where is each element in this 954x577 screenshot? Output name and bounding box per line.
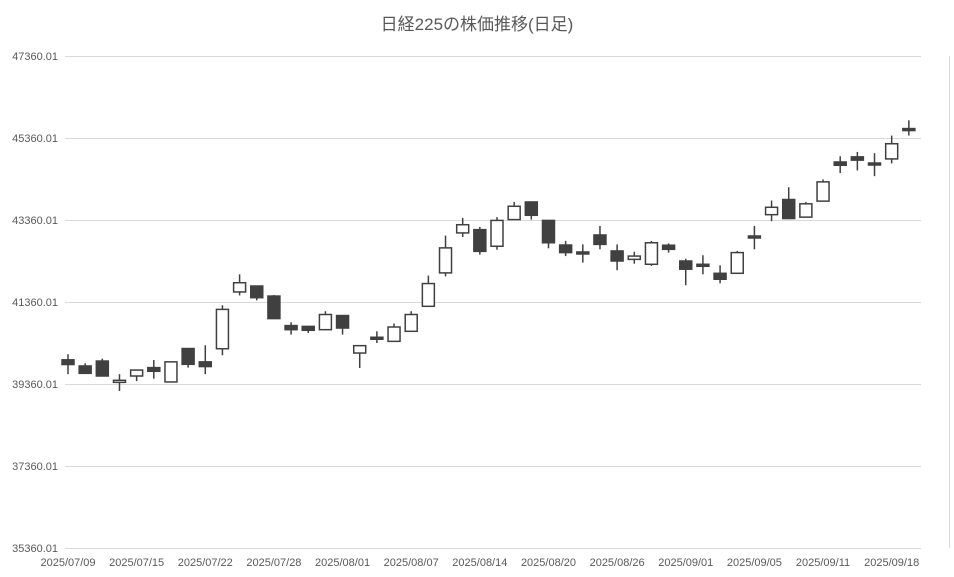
candle-body-down	[850, 156, 865, 161]
candle-body-up	[884, 142, 899, 160]
x-axis-tick-label: 2025/07/22	[178, 557, 233, 569]
candle-body-up	[730, 251, 744, 275]
candle-body-down	[370, 336, 384, 341]
x-axis-tick-label: 2025/07/28	[246, 557, 301, 569]
candle-body-up	[404, 313, 418, 333]
candle-body-down	[301, 325, 315, 332]
candle-body-down	[713, 272, 727, 280]
candle-body-down	[661, 244, 676, 251]
candle-body-down	[833, 161, 847, 167]
candle-body-down	[335, 314, 350, 329]
y-axis-tick-label: 45360.01	[12, 133, 58, 145]
candle-body-up	[455, 223, 470, 234]
candle-body-up	[799, 203, 813, 218]
candle-body-up	[816, 181, 830, 202]
y-axis-tick-label: 41360.01	[12, 297, 58, 309]
x-axis-tick-label: 2025/08/01	[315, 557, 370, 569]
candle-body-down	[593, 234, 607, 246]
candle-body-down	[610, 250, 624, 262]
x-axis-tick-label: 2025/08/14	[452, 557, 507, 569]
candle-body-up	[490, 219, 504, 247]
candle-body-down	[576, 251, 590, 255]
candle-body-down	[867, 162, 882, 166]
candle-body-up	[507, 205, 521, 221]
candle-body-down	[78, 365, 92, 375]
candle-body-down	[250, 285, 264, 299]
candle-body-down	[541, 219, 556, 244]
y-axis-tick-label: 39360.01	[12, 379, 58, 391]
candle-body-down	[902, 127, 916, 132]
candle-body-up	[421, 282, 436, 308]
candle-body-up	[232, 281, 247, 293]
candle-body-up	[438, 247, 453, 274]
candle-body-up	[129, 369, 144, 377]
x-axis-tick-label: 2025/09/05	[727, 557, 782, 569]
candle-body-down	[696, 263, 710, 268]
candle-body-up	[627, 255, 642, 261]
candle-body-down	[95, 360, 110, 377]
candle-body-down	[61, 359, 75, 366]
candle-body-down	[781, 198, 796, 220]
x-axis-tick-label: 2025/09/18	[864, 557, 919, 569]
candle-body-down	[181, 347, 195, 366]
candle-body-down	[679, 260, 693, 270]
candle-body-up	[318, 313, 333, 331]
candle-body-down	[473, 228, 487, 253]
x-axis-tick-label: 2025/07/09	[40, 557, 95, 569]
chart-title: 日経225の株価推移(日足)	[380, 15, 574, 34]
candle-body-down	[267, 295, 281, 320]
candle-body-down	[284, 324, 298, 331]
candle-body-up	[764, 206, 779, 216]
candle-body-down	[198, 361, 213, 368]
x-axis-tick-label: 2025/09/01	[658, 557, 713, 569]
y-axis-tick-label: 37360.01	[12, 461, 58, 473]
x-axis-tick-label: 2025/07/15	[109, 557, 164, 569]
x-axis-tick-label: 2025/08/26	[590, 557, 645, 569]
x-axis-tick-label: 2025/08/07	[384, 557, 439, 569]
candle-body-down	[524, 201, 539, 217]
y-axis-tick-label: 43360.01	[12, 215, 58, 227]
x-axis-tick-label: 2025/09/11	[796, 557, 850, 569]
candle-body-up	[644, 242, 659, 266]
candle-body-down	[558, 244, 573, 254]
candle-body-up	[352, 344, 367, 354]
candle-body-down	[747, 235, 762, 239]
candle-body-up	[164, 361, 178, 383]
candle-body-up	[387, 326, 401, 343]
candle-body-down	[147, 366, 161, 373]
candle-body-up	[215, 308, 230, 350]
y-axis-tick-label: 35360.01	[12, 543, 58, 555]
candle-body-up	[112, 379, 127, 384]
x-axis-tick-label: 2025/08/20	[521, 557, 576, 569]
y-axis-tick-label: 47360.01	[12, 51, 58, 63]
